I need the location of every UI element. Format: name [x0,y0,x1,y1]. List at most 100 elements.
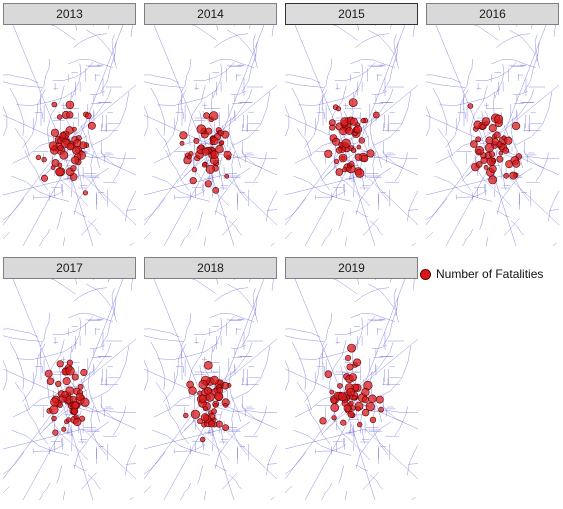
fatality-point [191,166,198,173]
fatality-point [224,174,230,179]
fatality-point [338,392,347,401]
fatality-point [65,366,75,376]
fatality-point [215,420,223,428]
fatality-point [46,377,55,385]
fatality-point [49,405,59,415]
fatality-point [348,161,355,168]
fatality-point [470,140,478,148]
fatality-point [199,436,206,443]
fatality-point [483,164,489,170]
fatality-point [346,387,355,397]
fatality-point [372,111,380,119]
fatality-point [70,407,79,415]
fatality-point [71,373,79,381]
panel-strip-label: 2018 [144,257,277,279]
panel-2017: 2017 [3,257,136,500]
fatality-point [66,417,72,423]
fatality-point [509,171,518,180]
fatality-point [358,137,366,144]
fatality-point [75,392,84,401]
fatality-point [481,117,491,126]
fatality-point [52,429,59,436]
fatality-point [348,400,354,406]
fatality-point [488,151,496,158]
fatality-point [210,150,219,159]
fatality-point [212,186,220,194]
fatality-point [44,369,53,378]
fatality-point [351,395,357,401]
fatality-point [50,165,56,170]
fatality-point [512,159,521,168]
legend-label: Number of Fatalities [436,267,544,281]
fatality-point [55,167,64,177]
fatality-point [343,404,352,412]
fatality-point [65,100,75,110]
fatality-point [208,420,216,428]
fatality-point [348,373,357,382]
fatality-point [57,145,64,152]
fatality-point [66,142,75,151]
fatality-point [338,153,348,163]
fatality-point [80,368,88,377]
fatality-point [189,177,197,185]
fatality-point [62,377,71,386]
fatality-point [488,124,497,133]
fatality-point [56,360,64,368]
fatality-point [215,144,224,154]
fatality-point [223,150,232,159]
fatality-point [205,127,213,135]
fatality-point [204,387,212,395]
panel-strip-label: 2017 [3,257,136,279]
panel-strip-label: 2015 [285,3,418,25]
fatality-point [354,153,362,161]
fatality-point [88,121,96,130]
fatality-point [48,141,58,151]
map-svg [144,25,277,246]
fatality-point [85,112,92,120]
fatality-point [50,397,60,407]
fatality-point [491,138,499,146]
fatality-point [365,401,375,412]
fatality-point [355,406,361,412]
fatality-point [319,417,327,425]
fatality-point [356,421,363,428]
road-network [285,25,418,246]
fatality-point [342,167,348,173]
fatality-point [337,383,343,389]
fatality-point [179,131,188,140]
fatality-point [361,408,370,417]
fatality-point [504,136,513,145]
panel-2013: 2013 [3,3,136,246]
fatality-point [369,416,377,424]
map-svg [426,25,559,246]
fatality-point [204,180,212,188]
fatality-point [331,137,340,146]
fatality-point [219,140,225,145]
fatality-point [202,406,208,412]
fatality-point [348,98,358,107]
fatality-point [77,383,84,390]
fatality-point [51,159,60,168]
fatality-point [368,394,377,403]
road-network [144,25,277,246]
map-area [144,25,277,246]
fatality-point [355,168,365,178]
fatality-point [360,117,366,124]
fatality-point [183,412,189,419]
fatality-point [213,403,219,408]
fatality-point [204,361,213,370]
map-svg [144,279,277,500]
panel-2016: 2016 [426,3,559,246]
fatality-point [347,343,356,353]
map-area [426,25,559,246]
fatality-point [494,114,504,124]
fatality-point [70,165,77,172]
fatality-point [71,156,80,165]
panel-strip-label: 2013 [3,3,136,25]
panel-strip-label: 2019 [285,257,418,279]
fatality-point [203,112,210,119]
panel-2019: 2019 [285,257,418,500]
fatality-point [80,397,90,407]
fatality-point [198,394,208,403]
fatality-point [200,413,210,422]
